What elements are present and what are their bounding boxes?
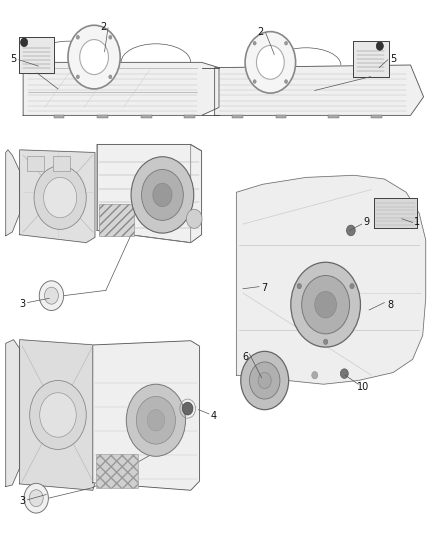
Circle shape	[257, 45, 284, 79]
Bar	[184, 115, 195, 118]
Circle shape	[153, 183, 172, 207]
Circle shape	[76, 75, 79, 79]
Circle shape	[76, 35, 79, 39]
Circle shape	[136, 397, 176, 444]
Bar	[276, 115, 286, 118]
Circle shape	[44, 177, 77, 217]
Text: 1: 1	[414, 217, 420, 228]
Bar	[97, 115, 108, 118]
Text: 8: 8	[387, 300, 393, 310]
Bar	[371, 115, 382, 118]
Circle shape	[24, 483, 48, 513]
Bar	[141, 115, 152, 118]
Circle shape	[21, 38, 28, 47]
Circle shape	[29, 490, 43, 507]
Circle shape	[109, 35, 112, 39]
Polygon shape	[6, 150, 20, 236]
Circle shape	[34, 166, 86, 229]
Circle shape	[183, 402, 193, 415]
Circle shape	[109, 75, 112, 79]
Text: 5: 5	[11, 54, 17, 63]
Text: 3: 3	[19, 496, 25, 506]
Circle shape	[323, 339, 328, 344]
Circle shape	[297, 284, 301, 289]
Polygon shape	[93, 341, 199, 490]
Bar	[96, 454, 138, 488]
Circle shape	[312, 372, 318, 379]
Circle shape	[253, 42, 256, 45]
Circle shape	[45, 287, 58, 304]
Circle shape	[80, 39, 109, 75]
Polygon shape	[215, 65, 424, 115]
Text: 5: 5	[390, 54, 396, 63]
Bar	[353, 41, 389, 77]
Bar	[27, 156, 44, 171]
Circle shape	[281, 372, 287, 379]
Circle shape	[350, 284, 354, 289]
FancyBboxPatch shape	[374, 198, 417, 228]
Circle shape	[241, 351, 289, 410]
Bar	[232, 115, 243, 118]
Text: 10: 10	[357, 382, 370, 392]
Polygon shape	[6, 340, 20, 487]
Text: 9: 9	[363, 217, 369, 228]
Bar	[328, 115, 339, 118]
Circle shape	[251, 372, 257, 379]
Text: 7: 7	[261, 282, 268, 293]
Circle shape	[126, 384, 185, 456]
Circle shape	[245, 31, 296, 93]
Circle shape	[186, 209, 202, 228]
Text: 3: 3	[19, 298, 25, 309]
Polygon shape	[20, 340, 95, 490]
Bar	[53, 156, 70, 171]
Circle shape	[346, 225, 355, 236]
Circle shape	[141, 169, 184, 220]
Circle shape	[40, 393, 76, 437]
Text: 4: 4	[211, 411, 217, 421]
Circle shape	[131, 157, 194, 233]
Circle shape	[253, 79, 256, 83]
Bar	[53, 115, 64, 118]
Circle shape	[340, 369, 348, 378]
Circle shape	[68, 25, 120, 89]
Circle shape	[376, 42, 383, 50]
Circle shape	[258, 373, 271, 389]
Bar	[99, 204, 134, 236]
Circle shape	[30, 381, 86, 449]
Circle shape	[285, 42, 288, 45]
Polygon shape	[237, 175, 426, 384]
Circle shape	[39, 281, 64, 311]
Text: 2: 2	[101, 22, 107, 32]
Circle shape	[302, 276, 350, 334]
Circle shape	[291, 262, 360, 347]
Bar	[19, 37, 54, 73]
Text: 2: 2	[257, 27, 264, 37]
Polygon shape	[97, 144, 201, 243]
Circle shape	[250, 362, 280, 399]
Polygon shape	[20, 150, 95, 243]
Circle shape	[147, 410, 165, 431]
Text: 6: 6	[242, 352, 248, 361]
Circle shape	[285, 79, 288, 83]
Circle shape	[315, 292, 336, 318]
Polygon shape	[23, 62, 219, 115]
